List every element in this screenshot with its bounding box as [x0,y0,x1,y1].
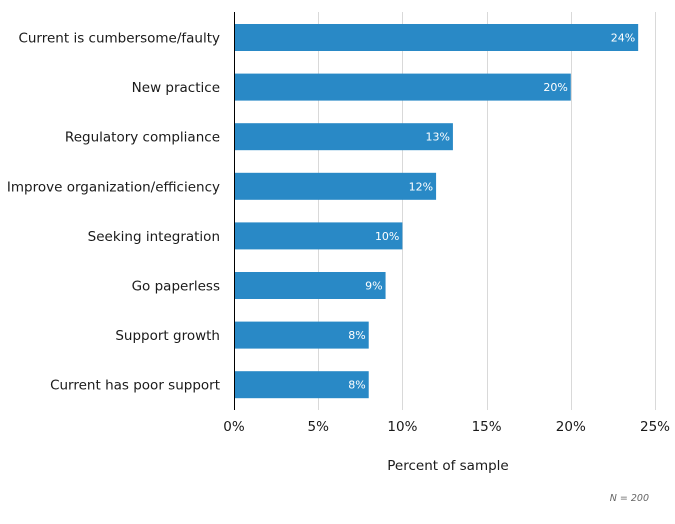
category-labels: Current is cumbersome/faulty New practice… [7,31,220,394]
bar-value-label: 12% [409,180,433,193]
bars [234,24,639,399]
x-tick-label: 15% [472,419,502,435]
x-tick-label: 0% [223,419,245,435]
x-tick-labels: 0% 5% 10% 15% 20% 25% [223,419,670,435]
bar-value-label: 24% [611,32,635,45]
bar-value-label: 8% [348,379,365,392]
bar [234,172,437,200]
x-tick-label: 10% [387,419,417,435]
category-label: Regulatory compliance [65,130,220,146]
category-label: Go paperless [132,279,220,295]
x-axis-title: Percent of sample [387,458,508,474]
x-tick-label: 5% [307,419,329,435]
category-label: Support growth [115,328,220,344]
category-label: New practice [132,80,220,96]
category-label: Seeking integration [88,229,220,245]
sample-size-note: N = 200 [610,493,649,504]
category-label: Improve organization/efficiency [7,179,220,195]
bar [234,321,369,349]
bar-value-label: 20% [543,81,567,94]
bar-value-label: 9% [365,280,382,293]
bar-value-label: 8% [348,329,365,342]
bar-value-label: 10% [375,230,399,243]
x-tick-label: 25% [640,419,670,435]
gridlines [318,12,656,410]
bar [234,73,571,101]
bar [234,24,639,51]
bar-value-label: 13% [425,131,449,144]
category-label: Current has poor support [50,378,220,394]
bar [234,222,403,250]
bar-value-labels: 24% 20% 13% 12% 10% 9% 8% 8% [348,32,635,392]
category-label: Current is cumbersome/faulty [18,31,220,47]
bar [234,371,369,399]
bar [234,272,386,299]
bar [234,123,453,151]
x-tick-label: 20% [556,419,586,435]
